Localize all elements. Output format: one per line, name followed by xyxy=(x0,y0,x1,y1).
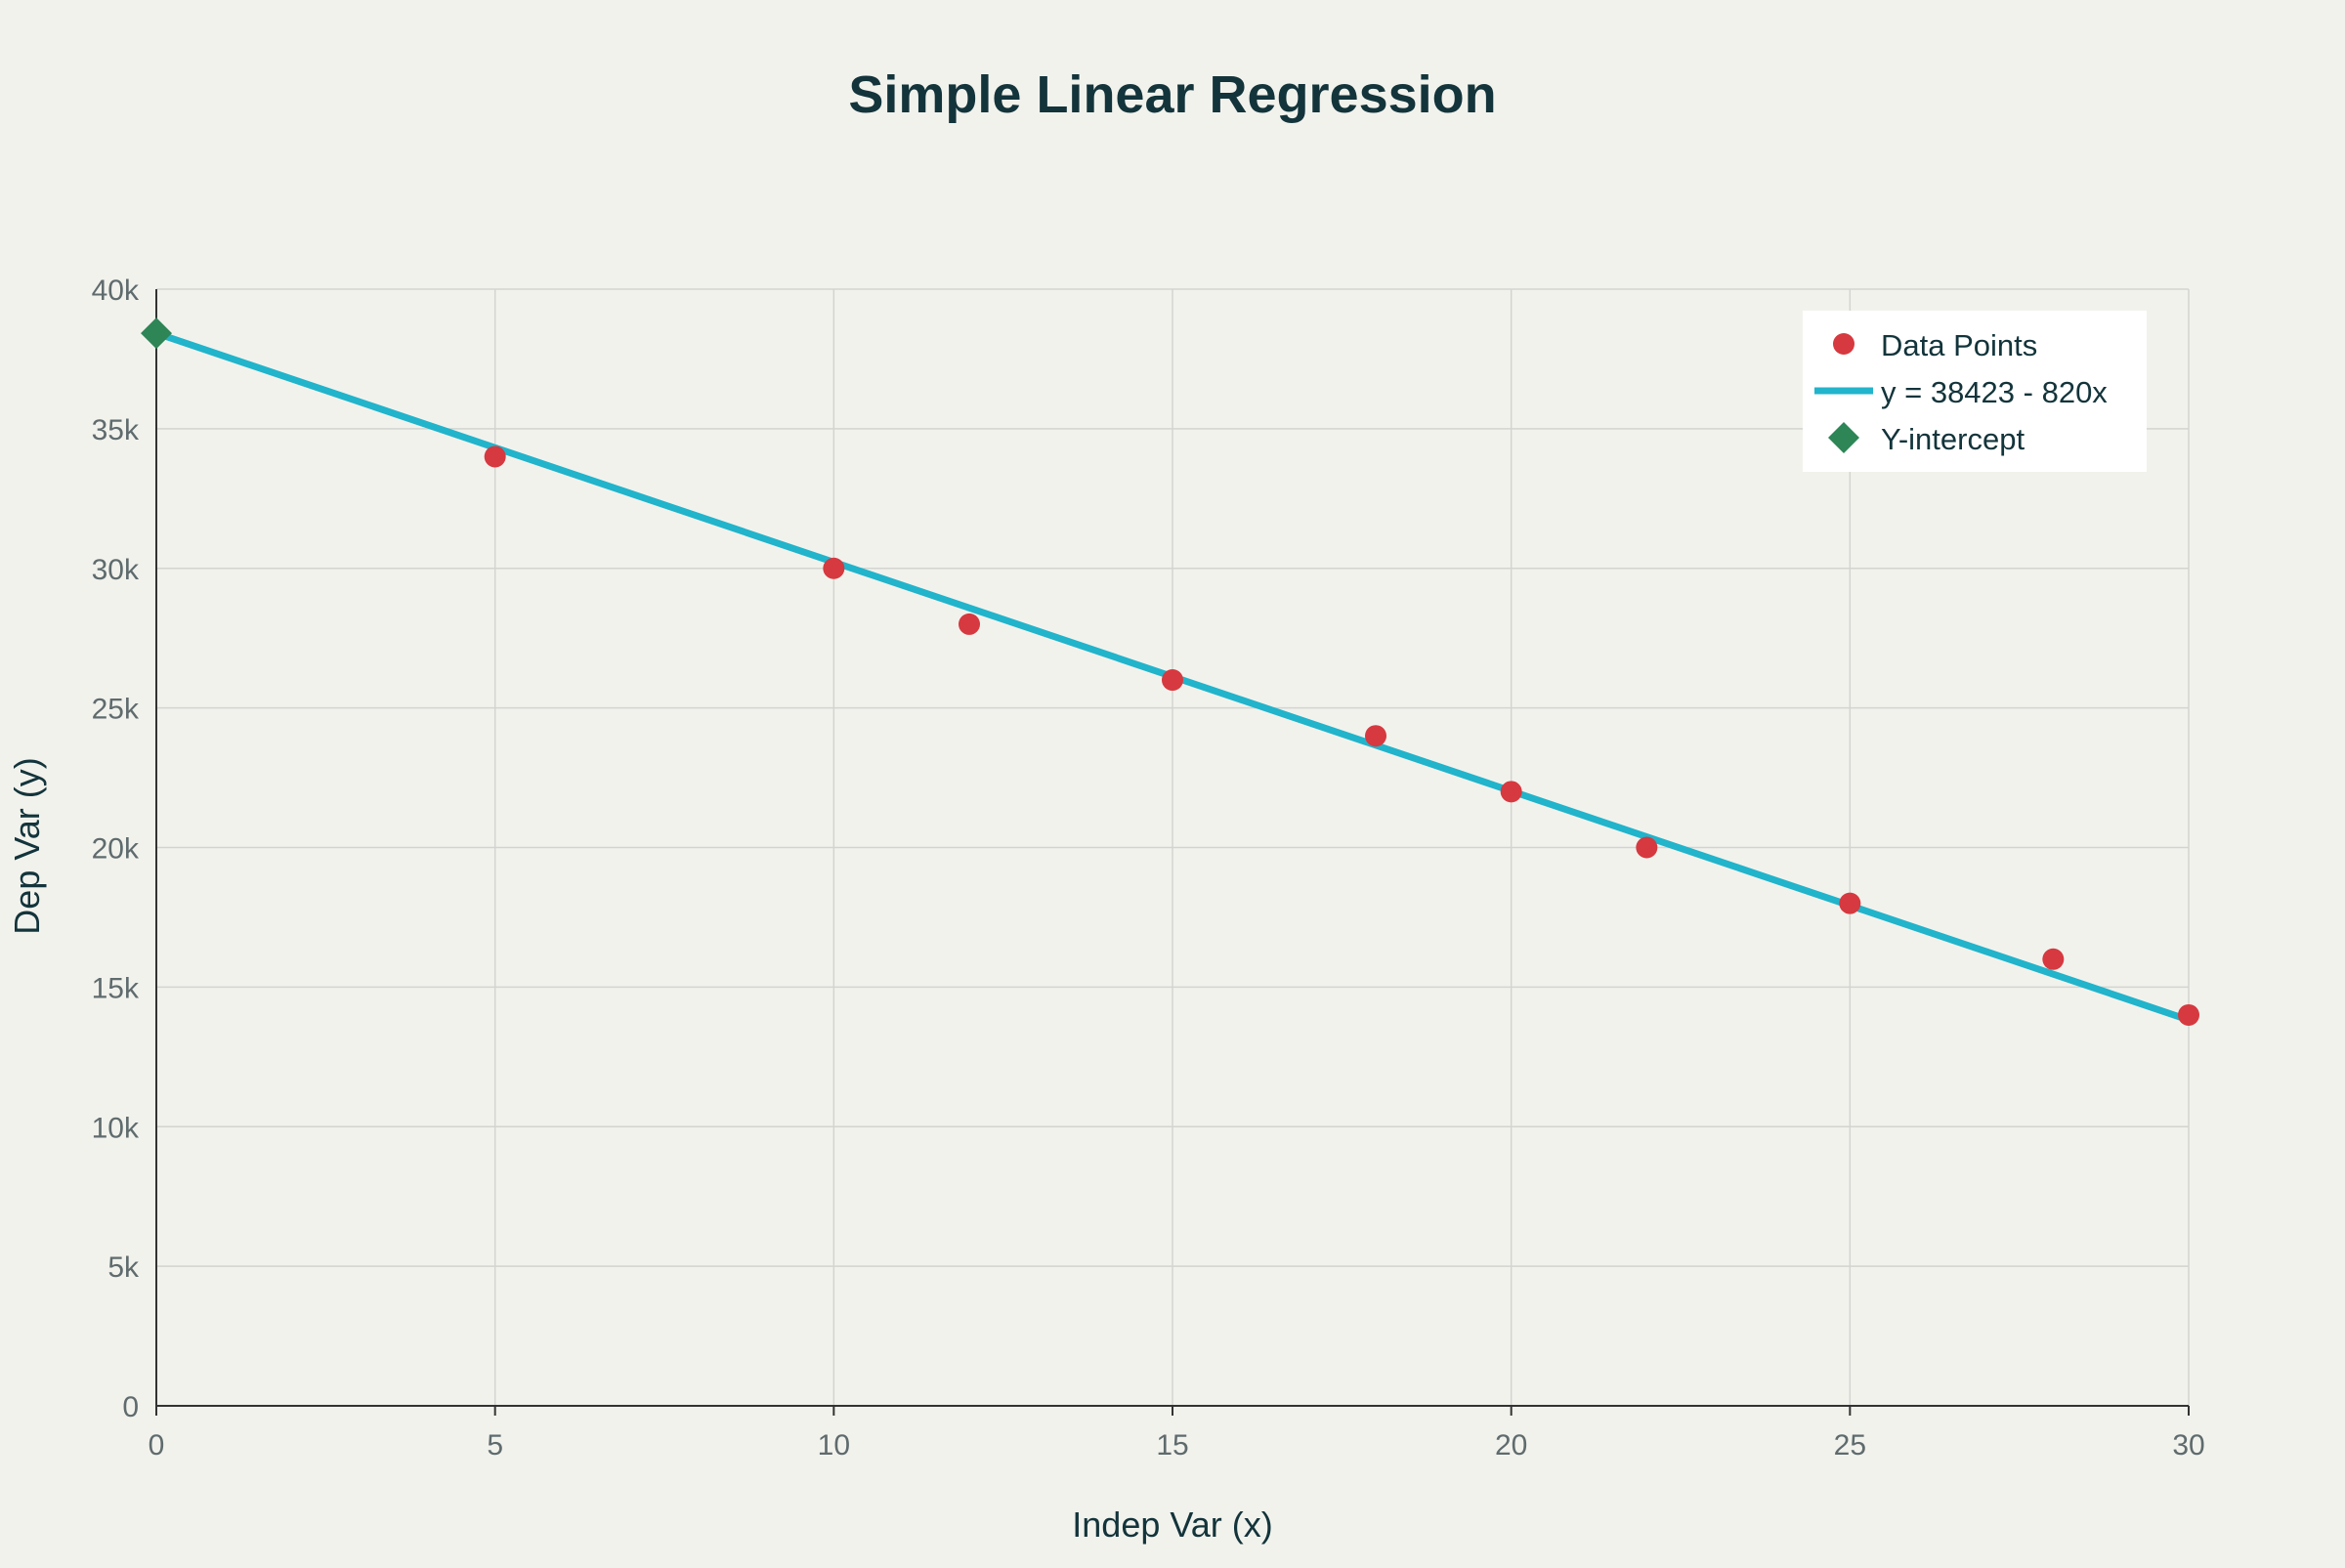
data-point xyxy=(2042,948,2065,970)
y-tick-label: 15k xyxy=(92,972,140,1004)
x-tick-label: 0 xyxy=(149,1429,165,1462)
y-tick-label: 10k xyxy=(92,1112,140,1144)
x-tick-label: 30 xyxy=(2172,1429,2204,1462)
y-axis-title: Dep Var (y) xyxy=(7,757,47,934)
legend-marker-y-intercept xyxy=(1828,422,1859,453)
data-point xyxy=(823,557,845,579)
legend-label-data-points: Data Points xyxy=(1881,328,2037,362)
data-point xyxy=(1365,725,1386,747)
data-point xyxy=(2178,1003,2199,1026)
data-point xyxy=(1839,892,1861,914)
y-tick-label: 35k xyxy=(92,414,140,446)
x-tick-label: 20 xyxy=(1495,1429,1527,1462)
x-tick-label: 10 xyxy=(818,1429,850,1462)
legend-label-y-intercept: Y-intercept xyxy=(1881,422,2025,456)
data-point xyxy=(1636,836,1658,859)
y-tick-label: 0 xyxy=(122,1391,139,1423)
data-point xyxy=(1162,669,1183,692)
x-tick-label: 25 xyxy=(1834,1429,1866,1462)
legend-label-regression-line: y = 38423 - 820x xyxy=(1881,375,2108,409)
data-point xyxy=(1500,781,1522,803)
y-tick-label: 25k xyxy=(92,694,140,726)
y-tick-label: 20k xyxy=(92,833,140,866)
data-point xyxy=(959,613,980,635)
x-tick-label: 5 xyxy=(487,1429,503,1462)
y-intercept-marker xyxy=(141,318,172,350)
legend-marker-data-points xyxy=(1833,333,1855,355)
y-tick-label: 40k xyxy=(92,275,140,307)
y-tick-label: 5k xyxy=(107,1251,140,1284)
axes xyxy=(155,289,2190,1416)
x-tick-label: 15 xyxy=(1156,1429,1188,1462)
data-series xyxy=(141,318,2199,1026)
data-point xyxy=(484,445,506,468)
legend: Data Points y = 38423 - 820x Y-intercept xyxy=(1803,311,2147,472)
tick-labels: 0 5 10 15 20 25 30 0 5k 10k 15k 20k 25k 30k 35k 40k xyxy=(92,275,2205,1462)
x-axis-title: Indep Var (x) xyxy=(1072,1504,1272,1545)
y-tick-label: 30k xyxy=(92,554,140,586)
chart-title: Simple Linear Regression xyxy=(848,65,1496,124)
